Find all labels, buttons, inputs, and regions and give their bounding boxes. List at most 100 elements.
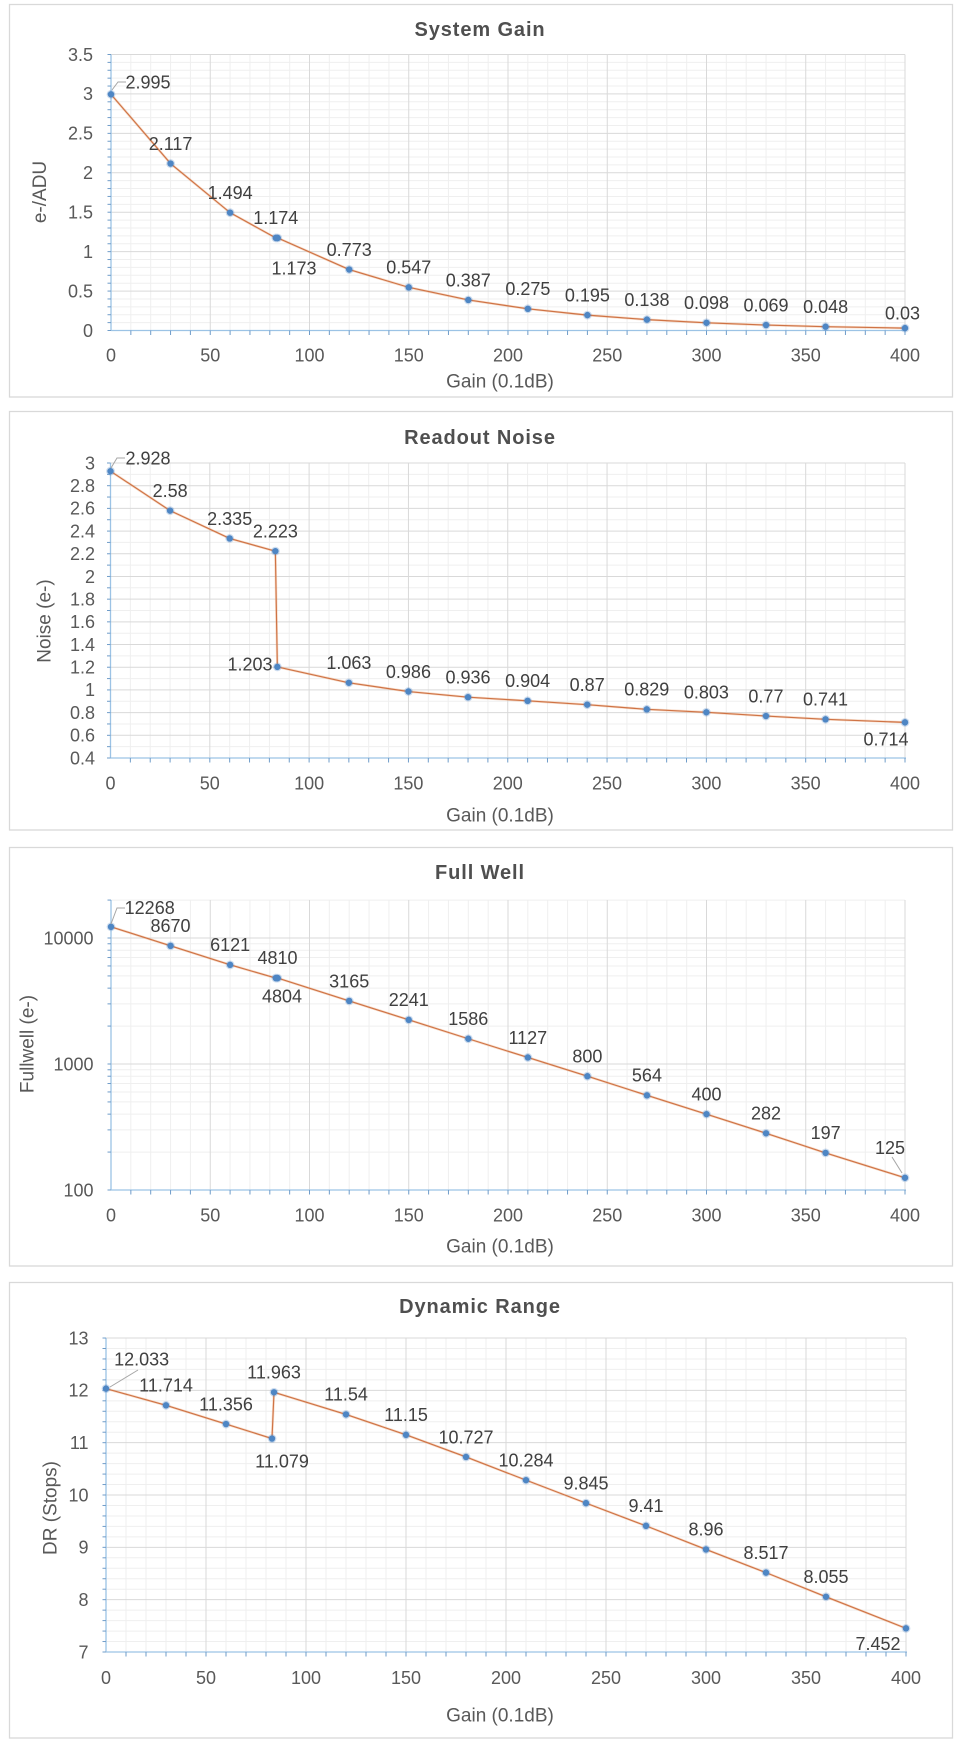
svg-text:350: 350 [791, 1668, 821, 1688]
svg-text:0: 0 [83, 321, 93, 341]
svg-text:9.845: 9.845 [563, 1473, 608, 1493]
svg-text:0.803: 0.803 [684, 683, 729, 703]
svg-text:3: 3 [85, 453, 95, 473]
svg-text:6121: 6121 [210, 935, 250, 955]
svg-text:0.829: 0.829 [624, 680, 669, 700]
svg-text:0: 0 [105, 773, 115, 793]
svg-text:0: 0 [106, 1205, 116, 1225]
svg-text:0.6: 0.6 [70, 726, 95, 746]
svg-text:400: 400 [890, 345, 920, 365]
svg-text:250: 250 [592, 345, 622, 365]
svg-text:0.5: 0.5 [68, 281, 93, 301]
svg-text:0.8: 0.8 [70, 703, 95, 723]
svg-text:DR (Stops): DR (Stops) [41, 1461, 62, 1555]
svg-text:1.4: 1.4 [70, 635, 95, 655]
svg-text:1: 1 [83, 242, 93, 262]
svg-text:125: 125 [875, 1138, 905, 1158]
svg-text:1127: 1127 [508, 1028, 547, 1048]
svg-text:2241: 2241 [389, 990, 429, 1010]
svg-text:Gain (0.1dB): Gain (0.1dB) [446, 1706, 554, 1727]
svg-text:1.6: 1.6 [70, 612, 95, 632]
svg-text:100: 100 [291, 1668, 321, 1688]
svg-text:0.275: 0.275 [505, 279, 550, 299]
svg-text:50: 50 [200, 773, 220, 793]
svg-text:400: 400 [890, 1205, 920, 1225]
svg-text:System Gain: System Gain [414, 19, 545, 41]
svg-text:9.41: 9.41 [628, 1496, 663, 1516]
svg-text:400: 400 [891, 1668, 921, 1688]
svg-text:200: 200 [493, 345, 523, 365]
svg-text:11.15: 11.15 [384, 1405, 428, 1425]
svg-text:50: 50 [200, 1205, 220, 1225]
svg-text:0.904: 0.904 [505, 671, 550, 691]
svg-text:Gain (0.1dB): Gain (0.1dB) [446, 806, 554, 827]
svg-text:4804: 4804 [262, 986, 302, 1006]
svg-text:100: 100 [294, 773, 324, 793]
svg-text:0.87: 0.87 [570, 675, 605, 695]
svg-text:100: 100 [63, 1180, 93, 1200]
svg-text:1.063: 1.063 [326, 653, 371, 673]
svg-text:300: 300 [691, 773, 721, 793]
svg-text:2.58: 2.58 [153, 481, 188, 501]
svg-text:150: 150 [394, 345, 424, 365]
svg-text:300: 300 [691, 345, 721, 365]
svg-text:11: 11 [70, 1433, 89, 1453]
svg-text:11.54: 11.54 [324, 1385, 368, 1405]
svg-text:400: 400 [691, 1084, 721, 1104]
svg-text:8.055: 8.055 [803, 1567, 848, 1587]
svg-text:0.048: 0.048 [803, 297, 848, 317]
svg-text:Dynamic Range: Dynamic Range [399, 1296, 561, 1318]
svg-text:1.174: 1.174 [253, 208, 298, 228]
svg-text:0.069: 0.069 [744, 295, 789, 315]
svg-text:50: 50 [196, 1668, 216, 1688]
svg-text:11.714: 11.714 [139, 1376, 193, 1396]
svg-text:Gain (0.1dB): Gain (0.1dB) [446, 372, 554, 393]
svg-text:350: 350 [791, 1205, 821, 1225]
svg-text:0.03: 0.03 [885, 303, 920, 323]
svg-text:7: 7 [78, 1642, 88, 1662]
svg-text:2: 2 [85, 567, 95, 587]
svg-text:350: 350 [791, 345, 821, 365]
svg-text:2.4: 2.4 [70, 521, 95, 541]
svg-text:1000: 1000 [53, 1054, 93, 1074]
svg-text:250: 250 [591, 1668, 621, 1688]
svg-text:2.2: 2.2 [70, 544, 95, 564]
svg-text:Noise (e-): Noise (e-) [35, 579, 56, 662]
svg-text:1.203: 1.203 [227, 654, 272, 674]
svg-text:9: 9 [78, 1538, 88, 1558]
svg-text:1.494: 1.494 [208, 183, 253, 203]
svg-text:0.741: 0.741 [803, 690, 848, 710]
svg-text:0.547: 0.547 [386, 258, 431, 278]
svg-text:e-/ADU: e-/ADU [30, 161, 51, 223]
svg-text:11.356: 11.356 [199, 1394, 253, 1414]
svg-text:400: 400 [890, 773, 920, 793]
svg-text:1.8: 1.8 [70, 589, 95, 609]
svg-text:0: 0 [101, 1668, 111, 1688]
svg-text:282: 282 [751, 1104, 781, 1124]
svg-text:250: 250 [592, 1205, 622, 1225]
svg-text:10000: 10000 [43, 928, 93, 948]
svg-text:1586: 1586 [448, 1009, 488, 1029]
svg-text:2.928: 2.928 [125, 448, 170, 468]
svg-text:0.986: 0.986 [386, 662, 431, 682]
svg-text:200: 200 [491, 1668, 521, 1688]
svg-text:250: 250 [592, 773, 622, 793]
svg-text:150: 150 [391, 1668, 421, 1688]
svg-text:13: 13 [68, 1328, 88, 1348]
svg-text:0.387: 0.387 [446, 270, 491, 290]
svg-text:197: 197 [811, 1123, 841, 1143]
svg-text:10: 10 [68, 1485, 88, 1505]
svg-text:8.517: 8.517 [743, 1543, 788, 1563]
svg-text:8670: 8670 [151, 916, 191, 936]
svg-text:564: 564 [632, 1066, 662, 1086]
svg-text:300: 300 [691, 1205, 721, 1225]
svg-text:1.5: 1.5 [68, 203, 93, 223]
svg-text:300: 300 [691, 1668, 721, 1688]
svg-text:0.936: 0.936 [446, 667, 491, 687]
svg-text:0.4: 0.4 [70, 748, 95, 768]
svg-text:0.195: 0.195 [565, 285, 610, 305]
svg-text:100: 100 [294, 345, 324, 365]
svg-text:12: 12 [68, 1381, 88, 1401]
svg-text:0.773: 0.773 [327, 240, 372, 260]
svg-text:2.223: 2.223 [253, 521, 298, 541]
